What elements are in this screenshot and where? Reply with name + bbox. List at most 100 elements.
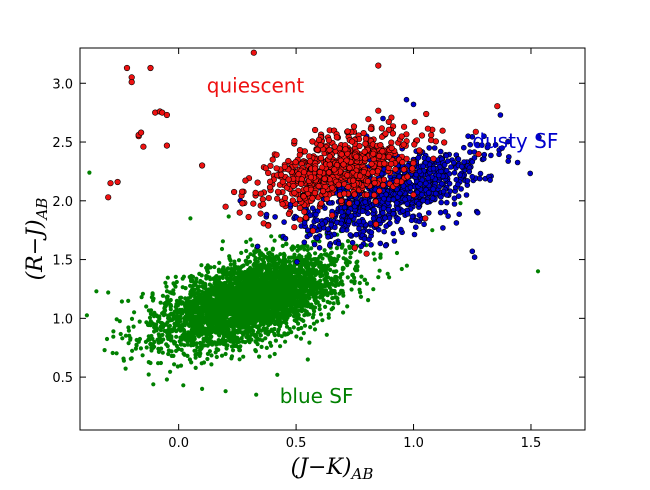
- blue-sf-point: [266, 281, 271, 287]
- dusty-sf-point: [453, 176, 460, 183]
- blue-sf-point: [158, 325, 163, 330]
- dusty-sf-point: [362, 199, 369, 205]
- blue-sf-point: [87, 170, 92, 175]
- blue-sf-point: [170, 317, 175, 322]
- blue-sf-point: [114, 317, 119, 322]
- blue-sf-point: [257, 301, 262, 306]
- blue-sf-point: [240, 339, 245, 344]
- dusty-sf-point: [404, 211, 411, 217]
- blue-sf-point: [166, 333, 171, 338]
- blue-sf-point: [183, 304, 188, 309]
- blue-sf-point: [152, 310, 157, 315]
- blue-sf-point: [188, 322, 193, 327]
- dusty-sf-point: [341, 204, 348, 211]
- blue-sf-point: [129, 356, 134, 361]
- blue-sf-point: [69, 346, 73, 350]
- blue-sf-point: [204, 312, 209, 317]
- dusty-sf-point: [380, 115, 386, 122]
- blue-sf-point: [257, 354, 262, 359]
- blue-sf-point: [324, 272, 329, 277]
- blue-sf-point: [110, 350, 115, 356]
- blue-sf-point: [318, 265, 323, 270]
- blue-sf-point: [250, 243, 255, 248]
- dusty-sf-point: [425, 156, 432, 162]
- blue-sf-point: [307, 261, 312, 266]
- blue-sf-point: [286, 290, 291, 295]
- dusty-sf-point: [385, 196, 392, 203]
- blue-sf-point: [324, 332, 329, 337]
- blue-sf-point: [194, 276, 199, 281]
- blue-sf-point: [352, 281, 357, 286]
- blue-sf-point: [362, 277, 367, 282]
- blue-sf-point: [224, 319, 229, 325]
- blue-sf-point: [272, 333, 277, 338]
- dusty-sf-point: [430, 165, 437, 172]
- dusty-sf-point: [416, 168, 423, 175]
- dusty-sf-point: [313, 211, 319, 218]
- blue-sf-point: [216, 338, 221, 343]
- blue-sf-point: [309, 246, 314, 251]
- blue-sf-point: [207, 282, 212, 287]
- blue-sf-point: [190, 304, 195, 309]
- blue-sf-point: [146, 308, 151, 313]
- dusty-sf-point: [415, 201, 422, 207]
- dusty-sf-point: [383, 223, 390, 229]
- quiescent-point: [439, 127, 446, 134]
- blue-sf-point: [263, 336, 268, 341]
- blue-sf-point: [320, 318, 325, 323]
- blue-sf-point: [222, 294, 227, 299]
- blue-sf-point: [281, 269, 286, 274]
- dusty-sf-point: [458, 186, 464, 192]
- dusty-sf-point: [481, 151, 488, 158]
- blue-sf-point: [200, 295, 205, 301]
- dusty-sf-point: [438, 194, 444, 200]
- quiescent-point: [418, 132, 426, 139]
- blue-sf-point: [148, 311, 153, 316]
- blue-sf-point: [327, 300, 332, 305]
- blue-sf-point: [302, 262, 307, 267]
- quiescent-point: [388, 139, 395, 146]
- quiescent-point: [312, 126, 319, 134]
- blue-sf-point: [242, 303, 247, 308]
- blue-sf-point: [248, 237, 253, 242]
- blue-sf-point: [84, 313, 89, 318]
- blue-sf-point: [279, 312, 284, 317]
- blue-sf-point: [139, 295, 144, 300]
- dusty-sf-point: [410, 101, 417, 108]
- dusty-sf-point: [353, 231, 360, 238]
- dusty-sf-point: [301, 239, 308, 246]
- blue-sf-point: [317, 307, 322, 312]
- blue-sf-point: [184, 318, 189, 324]
- blue-sf-point: [303, 298, 308, 303]
- blue-sf-point: [272, 351, 277, 357]
- dusty-sf-point: [477, 170, 484, 177]
- blue-sf-point: [217, 260, 222, 265]
- blue-sf-point: [289, 255, 294, 260]
- dusty-sf-point: [430, 186, 437, 192]
- blue-sf-point: [307, 274, 312, 279]
- dusty-sf-point: [304, 227, 311, 233]
- blue-sf-point: [165, 294, 170, 299]
- dusty-sf-point: [282, 235, 289, 242]
- blue-sf-point: [247, 259, 253, 264]
- blue-sf-point: [242, 270, 247, 275]
- dusty-sf-point: [418, 191, 425, 198]
- blue-sf-point: [278, 252, 283, 257]
- blue-sf-point: [237, 348, 242, 353]
- blue-sf-point: [264, 298, 269, 303]
- dusty-sf-point: [440, 225, 446, 231]
- blue-sf-point: [130, 348, 135, 353]
- dusty-sf-point: [394, 206, 401, 212]
- blue-sf-point: [275, 372, 280, 377]
- blue-sf-point: [222, 333, 227, 338]
- blue-sf-point: [328, 255, 333, 260]
- blue-sf-point: [279, 334, 284, 339]
- blue-sf-point: [209, 319, 214, 324]
- blue-sf-point: [241, 308, 246, 313]
- blue-sf-point: [227, 283, 232, 288]
- blue-sf-point: [210, 298, 215, 303]
- dusty-sf-point: [431, 145, 438, 151]
- blue-sf-point: [205, 327, 210, 332]
- blue-sf-point: [167, 290, 173, 295]
- blue-sf-point: [259, 253, 264, 258]
